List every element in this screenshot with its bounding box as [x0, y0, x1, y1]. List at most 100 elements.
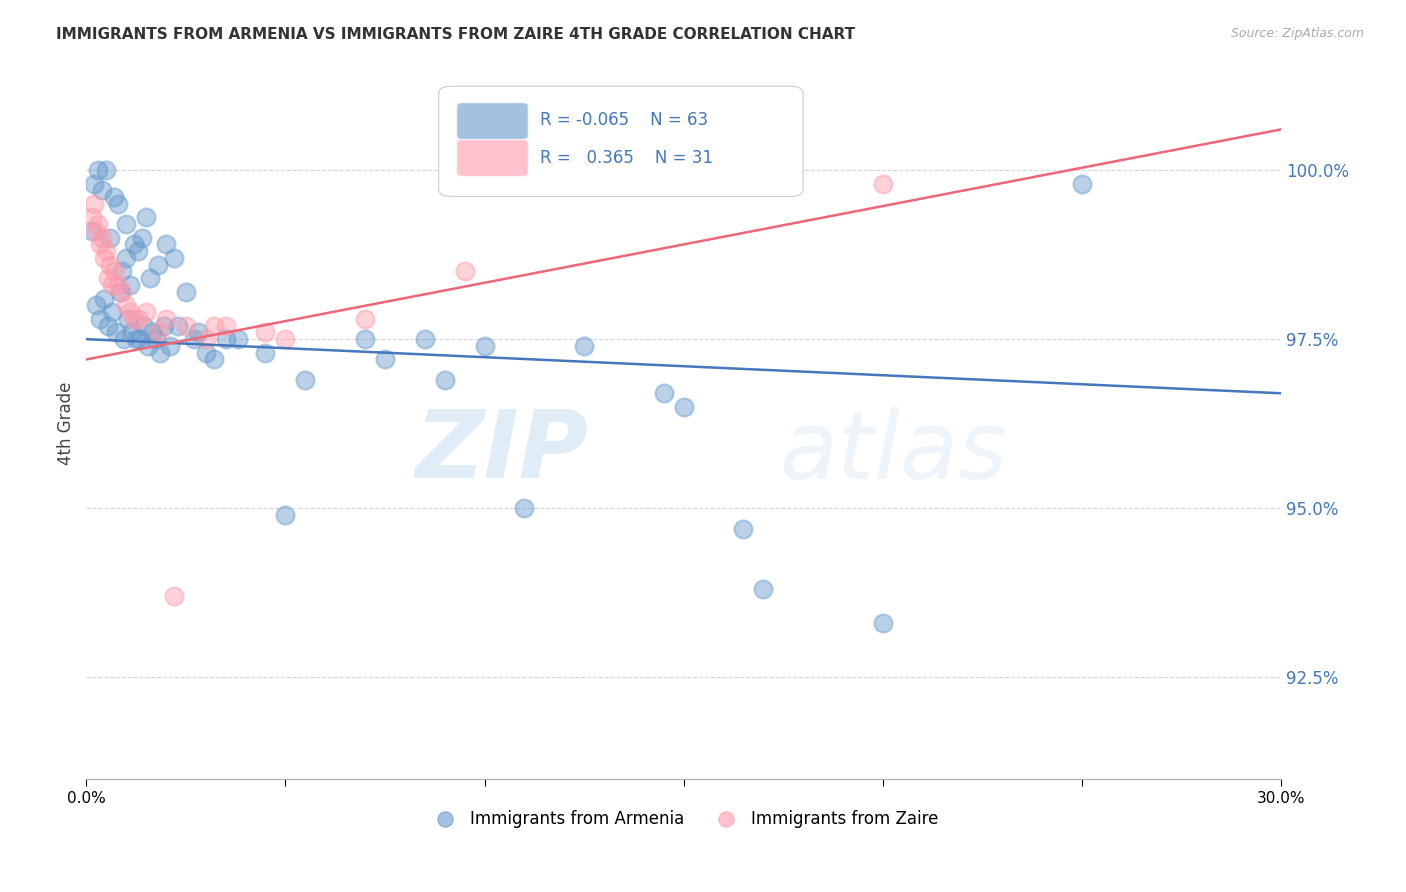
Point — [354, 311, 377, 326]
Point — [672, 400, 695, 414]
Point — [122, 237, 145, 252]
Point — [89, 311, 111, 326]
Point — [91, 230, 114, 244]
Point — [135, 211, 157, 225]
Point — [83, 197, 105, 211]
Point — [122, 311, 145, 326]
Point — [121, 326, 143, 340]
Point — [513, 501, 536, 516]
Point — [117, 311, 139, 326]
Point — [194, 345, 217, 359]
Text: Source: ZipAtlas.com: Source: ZipAtlas.com — [1230, 27, 1364, 40]
FancyBboxPatch shape — [439, 87, 803, 196]
Text: R =   0.365    N = 31: R = 0.365 N = 31 — [540, 149, 713, 167]
Point — [115, 251, 138, 265]
Point — [215, 318, 238, 333]
Point — [131, 230, 153, 244]
Point — [187, 326, 209, 340]
Point — [146, 258, 169, 272]
Point — [96, 244, 118, 259]
Point — [107, 278, 129, 293]
Point — [98, 230, 121, 244]
Point — [87, 163, 110, 178]
Point — [120, 278, 142, 293]
Point — [733, 522, 755, 536]
Point — [202, 318, 225, 333]
Text: R = -0.065    N = 63: R = -0.065 N = 63 — [540, 112, 709, 129]
Point — [155, 237, 177, 252]
Point — [91, 183, 114, 197]
Point — [112, 332, 135, 346]
Point — [111, 285, 134, 299]
Point — [108, 285, 131, 299]
Point — [139, 271, 162, 285]
Point — [146, 326, 169, 340]
Point — [111, 264, 134, 278]
Point — [125, 332, 148, 346]
Point — [89, 237, 111, 252]
Point — [202, 352, 225, 367]
Point — [167, 318, 190, 333]
Point — [149, 345, 172, 359]
Point — [120, 305, 142, 319]
Legend: Immigrants from Armenia, Immigrants from Zaire: Immigrants from Armenia, Immigrants from… — [422, 803, 945, 835]
Point — [96, 163, 118, 178]
FancyBboxPatch shape — [457, 103, 529, 139]
Point — [174, 285, 197, 299]
Point — [274, 508, 297, 522]
Point — [254, 345, 277, 359]
Point — [97, 271, 120, 285]
Point — [93, 292, 115, 306]
Point — [132, 318, 155, 333]
Point — [136, 339, 159, 353]
Point — [1070, 177, 1092, 191]
Point — [127, 244, 149, 259]
Point — [433, 373, 456, 387]
Point — [82, 224, 104, 238]
Point — [652, 386, 675, 401]
Point — [97, 318, 120, 333]
Point — [183, 332, 205, 346]
Point — [155, 311, 177, 326]
Point — [354, 332, 377, 346]
Point — [226, 332, 249, 346]
Point — [413, 332, 436, 346]
Point — [84, 298, 107, 312]
Y-axis label: 4th Grade: 4th Grade — [58, 382, 75, 466]
Point — [103, 190, 125, 204]
Point — [93, 251, 115, 265]
Point — [103, 264, 125, 278]
Point — [115, 298, 138, 312]
Point — [145, 332, 167, 346]
Text: ZIP: ZIP — [415, 406, 588, 498]
Point — [872, 177, 894, 191]
Point — [153, 318, 176, 333]
Point — [87, 217, 110, 231]
Point — [215, 332, 238, 346]
Point — [453, 264, 475, 278]
Text: IMMIGRANTS FROM ARMENIA VS IMMIGRANTS FROM ZAIRE 4TH GRADE CORRELATION CHART: IMMIGRANTS FROM ARMENIA VS IMMIGRANTS FR… — [56, 27, 855, 42]
Point — [474, 339, 496, 353]
Point — [101, 278, 124, 293]
Point — [374, 352, 396, 367]
Point — [141, 326, 163, 340]
Point — [84, 224, 107, 238]
Point — [107, 197, 129, 211]
Point — [83, 177, 105, 191]
Point — [101, 305, 124, 319]
Text: atlas: atlas — [779, 407, 1008, 498]
Point — [105, 326, 128, 340]
FancyBboxPatch shape — [457, 139, 529, 177]
Point — [294, 373, 316, 387]
Point — [129, 332, 152, 346]
Point — [194, 332, 217, 346]
Point — [752, 582, 775, 597]
Point — [82, 211, 104, 225]
Point — [127, 311, 149, 326]
Point — [115, 217, 138, 231]
Point — [872, 616, 894, 631]
Point — [572, 339, 595, 353]
Point — [135, 305, 157, 319]
Point — [163, 251, 186, 265]
Point — [163, 589, 186, 603]
